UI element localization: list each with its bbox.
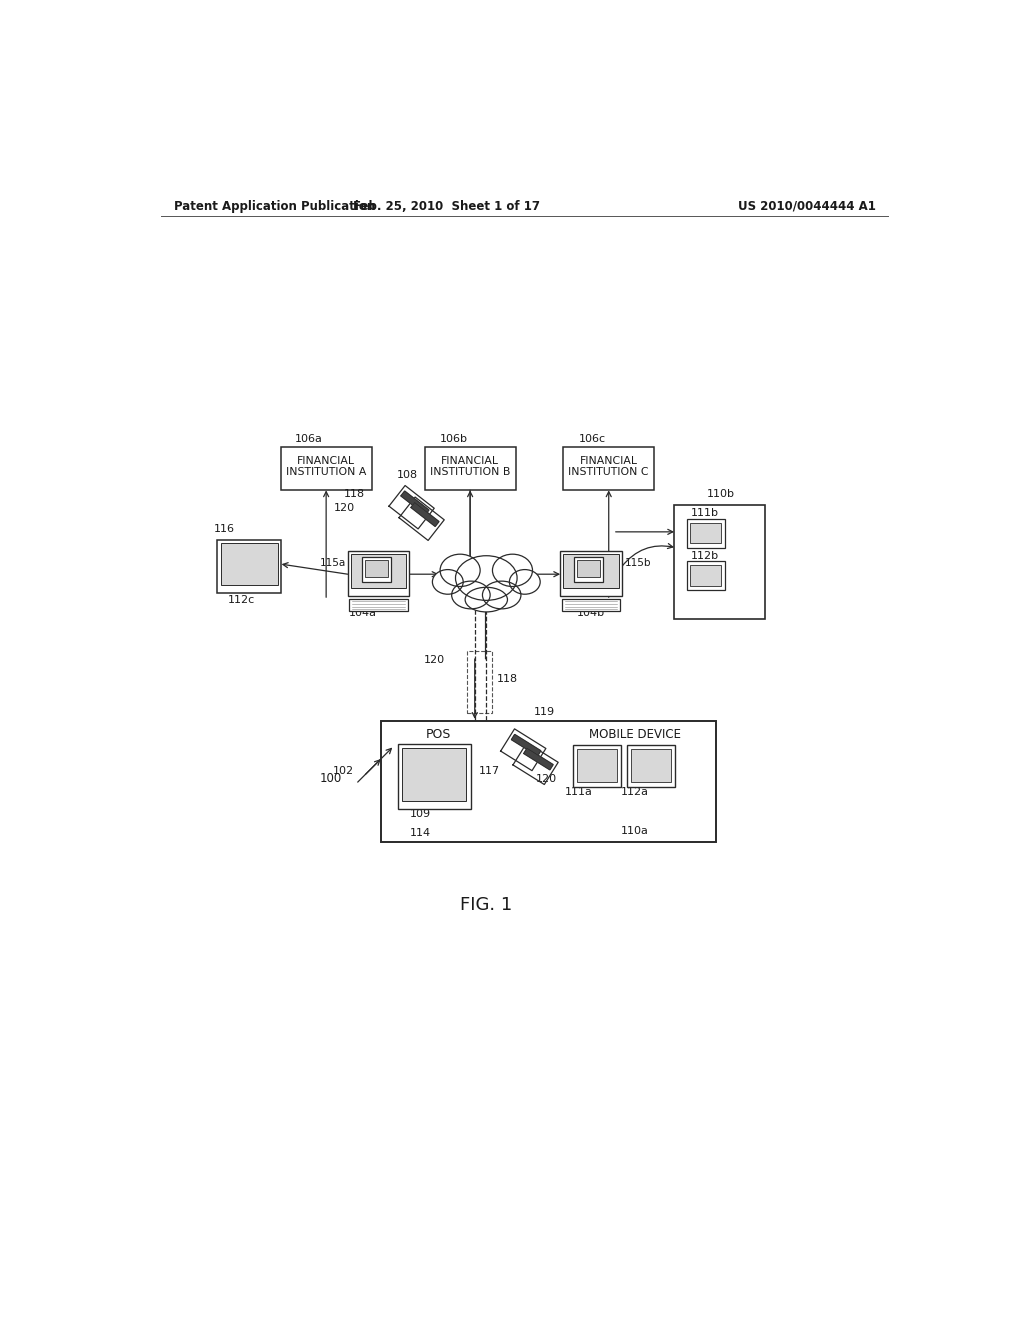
Text: FINANCIAL: FINANCIAL: [441, 455, 499, 466]
Text: 118: 118: [498, 675, 518, 684]
Bar: [686, 519, 725, 548]
Text: 111a: 111a: [565, 787, 593, 797]
Ellipse shape: [456, 556, 517, 601]
Text: 117: 117: [479, 767, 500, 776]
Bar: [690, 565, 721, 586]
Ellipse shape: [509, 570, 541, 594]
Text: 118: 118: [344, 490, 366, 499]
Text: POS: POS: [426, 727, 452, 741]
Bar: [397, 743, 471, 809]
Bar: [574, 557, 603, 582]
Text: 114: 114: [411, 828, 431, 838]
Bar: [281, 447, 372, 490]
Text: INSTITUTION A: INSTITUTION A: [286, 467, 367, 477]
Text: 109: 109: [411, 809, 431, 818]
Text: FINANCIAL: FINANCIAL: [297, 455, 355, 466]
Bar: [402, 748, 466, 800]
Text: 102: 102: [333, 767, 354, 776]
Text: 106b: 106b: [440, 434, 468, 444]
Text: 120: 120: [536, 774, 557, 784]
Ellipse shape: [440, 554, 480, 586]
Ellipse shape: [432, 570, 463, 594]
Bar: [381, 721, 716, 842]
Text: 108: 108: [397, 470, 419, 480]
Text: 111b: 111b: [691, 508, 719, 519]
Ellipse shape: [465, 587, 508, 612]
Text: Patent Application Publication: Patent Application Publication: [174, 199, 376, 213]
Text: FINANCIAL: FINANCIAL: [580, 455, 638, 466]
Text: 115b: 115b: [625, 558, 651, 569]
Text: 112b: 112b: [691, 550, 719, 561]
Bar: [674, 506, 765, 619]
Bar: [361, 557, 391, 582]
Bar: [351, 554, 407, 589]
Text: 120: 120: [334, 503, 355, 513]
Bar: [690, 523, 721, 544]
Ellipse shape: [493, 554, 532, 586]
Bar: [217, 540, 282, 594]
Text: Feb. 25, 2010  Sheet 1 of 17: Feb. 25, 2010 Sheet 1 of 17: [352, 199, 540, 213]
Bar: [686, 561, 725, 590]
Text: 115a: 115a: [319, 558, 346, 569]
Ellipse shape: [452, 581, 490, 609]
Bar: [349, 599, 408, 611]
Polygon shape: [523, 748, 553, 770]
Text: 104a: 104a: [349, 607, 377, 618]
Text: US 2010/0044444 A1: US 2010/0044444 A1: [738, 199, 876, 213]
Bar: [562, 599, 621, 611]
Text: 106c: 106c: [579, 434, 606, 444]
Bar: [578, 748, 617, 781]
Bar: [425, 447, 515, 490]
Text: 120: 120: [424, 655, 445, 665]
Bar: [467, 651, 492, 713]
Text: FIG. 1: FIG. 1: [460, 896, 512, 915]
Text: INSTITUTION C: INSTITUTION C: [568, 467, 649, 477]
Text: 106a: 106a: [295, 434, 324, 444]
Bar: [631, 748, 671, 781]
Text: 111c: 111c: [357, 558, 383, 569]
Text: 112a: 112a: [621, 787, 649, 797]
Text: 110a: 110a: [621, 826, 649, 837]
Text: 116: 116: [214, 524, 234, 533]
Text: 104b: 104b: [577, 607, 605, 618]
Bar: [563, 554, 618, 589]
Bar: [573, 744, 621, 788]
Polygon shape: [411, 503, 439, 527]
Bar: [628, 744, 675, 788]
Bar: [220, 544, 278, 585]
Ellipse shape: [482, 581, 521, 609]
Text: 100: 100: [321, 772, 342, 785]
Text: NETWORK: NETWORK: [457, 573, 516, 586]
Polygon shape: [511, 734, 541, 756]
Text: MOBILE DEVICE: MOBILE DEVICE: [589, 727, 681, 741]
Text: INSTITUTION B: INSTITUTION B: [430, 467, 510, 477]
Bar: [365, 560, 388, 577]
Bar: [578, 560, 600, 577]
Text: 110b: 110b: [707, 490, 734, 499]
Bar: [348, 552, 410, 595]
Text: 112c: 112c: [227, 595, 255, 605]
Bar: [563, 447, 654, 490]
Bar: [560, 552, 622, 595]
Polygon shape: [401, 491, 429, 515]
Text: 119: 119: [534, 708, 555, 717]
